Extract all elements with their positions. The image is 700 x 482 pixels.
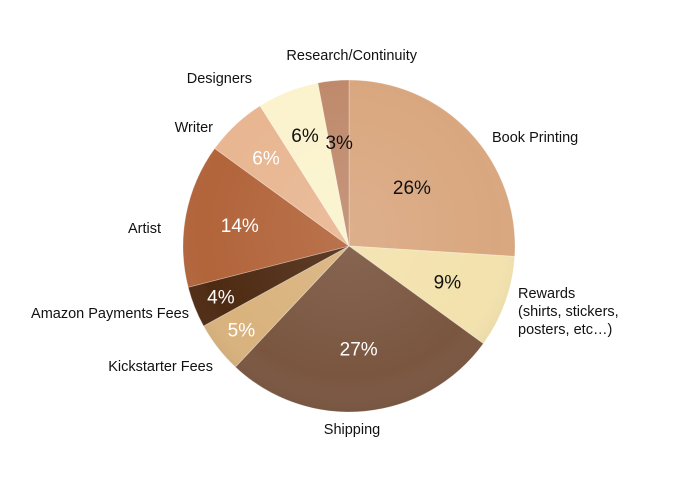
percent-label-research-continuity: 3% (325, 133, 353, 154)
percent-label-kickstarter-fees: 5% (228, 320, 256, 341)
percent-label-designers: 6% (291, 126, 319, 147)
category-label-artist: Artist (128, 221, 161, 237)
category-label-shipping: Shipping (324, 422, 380, 438)
percent-label-book-printing: 26% (393, 178, 431, 199)
percent-labels: 26% 9% 27% 5% 4% 14% 6% 6% 3% (207, 126, 461, 361)
percent-label-writer: 6% (252, 149, 280, 170)
category-label-writer: Writer (175, 120, 214, 136)
slice-book-printing (348, 79, 516, 257)
category-label-amazon-payments-fees: Amazon Payments Fees (31, 306, 189, 322)
category-label-designers: Designers (187, 71, 252, 87)
percent-label-shipping: 27% (340, 340, 378, 361)
category-label-research-continuity: Research/Continuity (286, 48, 417, 64)
percent-label-amazon-payments-fees: 4% (207, 288, 235, 309)
category-labels: Book Printing Rewards (shirts, stickers, po… (31, 48, 619, 438)
category-label-rewards: Rewards (shirts, stickers, posters, etc…) (518, 286, 619, 338)
percent-label-artist: 14% (221, 216, 259, 237)
category-label-book-printing: Book Printing (492, 130, 578, 146)
category-label-kickstarter-fees: Kickstarter Fees (108, 359, 213, 375)
pie-slices (182, 79, 516, 413)
percent-label-rewards: 9% (434, 272, 462, 293)
